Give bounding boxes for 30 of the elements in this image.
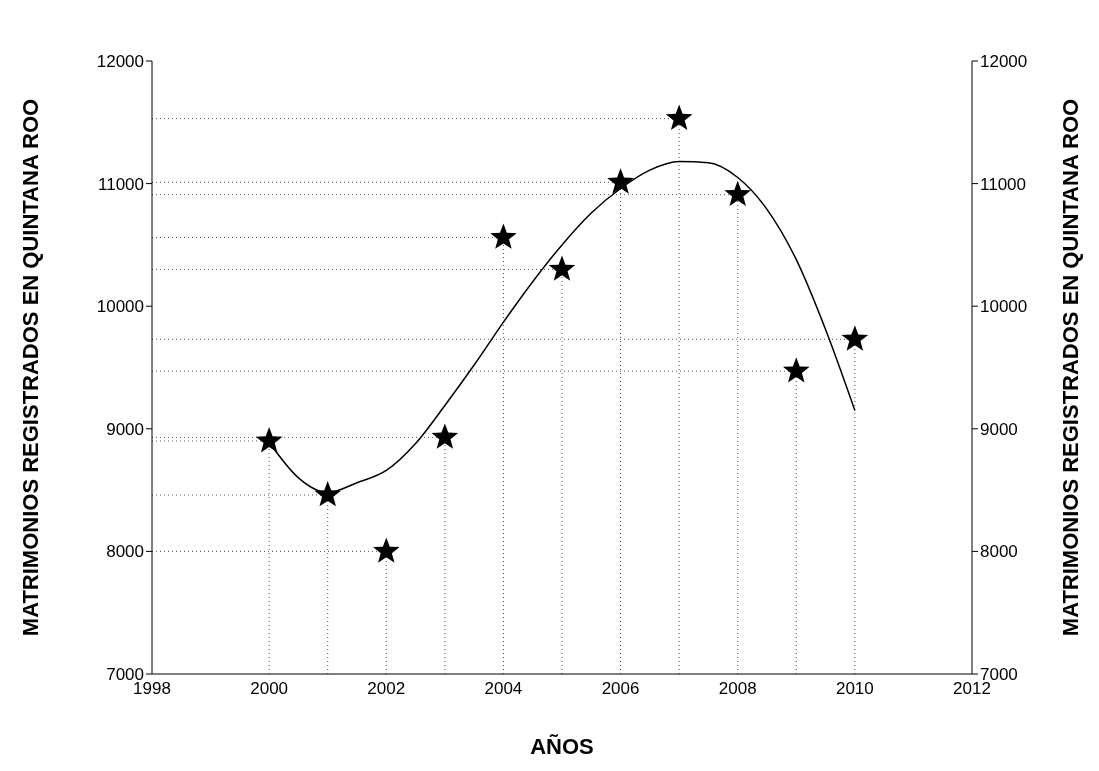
y-tick-label: 12000 [96,52,144,72]
point [255,427,283,453]
y-tick-label: 10000 [96,297,144,317]
x-tick-label: 2008 [718,679,757,699]
point [665,104,693,130]
point [841,325,869,351]
point [431,423,459,449]
point [490,223,517,249]
y2-tick-label: 10000 [980,297,1028,317]
y2-axis-title: MATRIMONIOS REGISTRADOS EN QUINTANA ROO [1057,98,1083,637]
x-tick-label: 2000 [250,679,289,699]
y-axis-title: MATRIMONIOS REGISTRADOS EN QUINTANA ROO [17,98,43,637]
y-tick-label: 8000 [106,542,144,562]
point [548,255,576,281]
x-tick-label: 2010 [835,679,874,699]
y2-tick-label: 11000 [980,174,1027,194]
point [724,180,752,206]
y2-tick-label: 8000 [980,542,1018,562]
y-tick-label: 9000 [106,419,144,439]
point [314,481,342,507]
x-axis-title: AÑOS [530,734,594,759]
y2-tick-label: 12000 [980,52,1028,72]
point [372,537,400,563]
x-tick-label: 2006 [601,679,640,699]
x-tick-label: 2002 [367,679,406,699]
y2-tick-label: 9000 [980,419,1018,439]
y-tick-label: 11000 [97,174,144,194]
x-tick-label: 2004 [484,679,523,699]
point [782,357,810,383]
point [607,168,634,194]
